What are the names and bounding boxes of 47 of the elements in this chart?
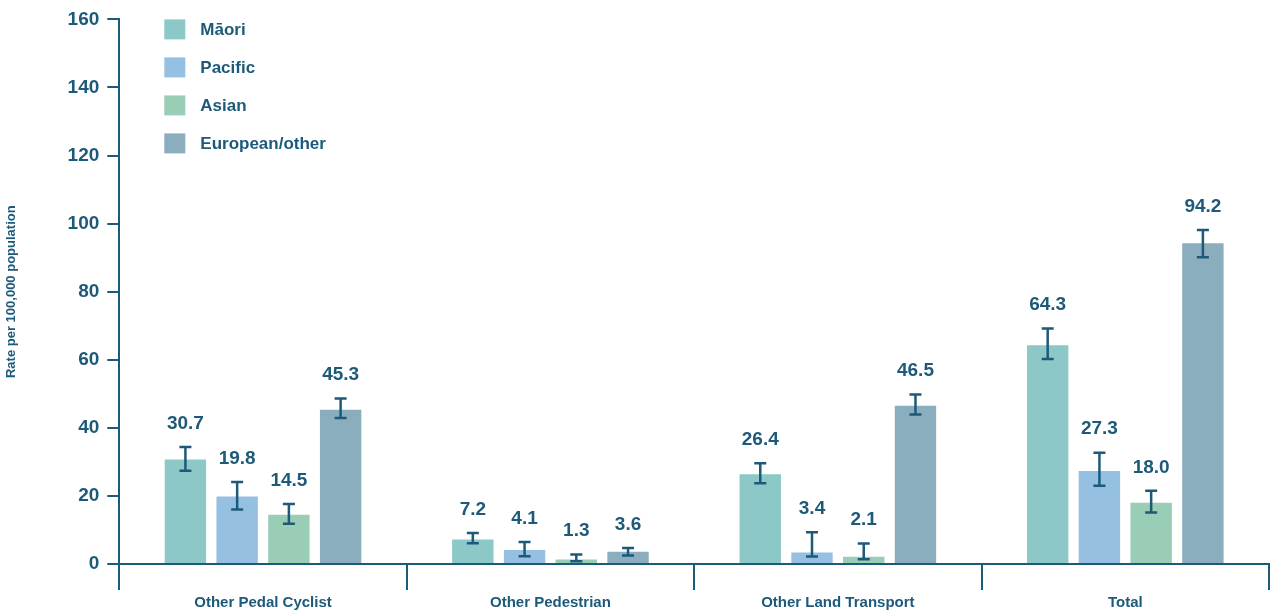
bar: [739, 474, 781, 563]
y-tick-label: 140: [67, 75, 100, 97]
y-tick-label: 20: [78, 484, 100, 506]
data-label: 3.6: [614, 512, 642, 534]
bar: [894, 405, 937, 563]
data-label: 45.3: [322, 363, 360, 385]
bar: [791, 552, 833, 563]
bar: [1130, 502, 1172, 563]
y-tick-label: 160: [67, 7, 100, 29]
y-axis-title: Rate per 100,000 population: [3, 205, 19, 379]
data-label: 3.4: [798, 497, 826, 519]
data-label: 2.1: [850, 508, 878, 530]
bar: [1182, 243, 1224, 563]
legend-label: Asian: [200, 96, 247, 116]
bar: [503, 550, 546, 563]
legend-label: Pacific: [200, 58, 256, 78]
data-label: 94.2: [1184, 194, 1222, 216]
data-label: 18.0: [1132, 455, 1170, 477]
x-tick-label: Other Pedal Cyclist: [194, 593, 332, 611]
bar: [1026, 345, 1069, 563]
x-tick-label: Other Land Transport: [761, 593, 915, 611]
data-label: 64.3: [1029, 293, 1067, 315]
bar: [319, 409, 362, 563]
y-tick-label: 0: [88, 552, 100, 574]
bar: [164, 459, 207, 563]
data-label: 26.4: [741, 427, 780, 449]
data-label: 19.8: [218, 446, 256, 468]
y-tick-label: 100: [67, 211, 100, 233]
x-tick-label: Other Pedestrian: [490, 593, 611, 611]
data-label: 30.7: [166, 411, 204, 433]
bar: [268, 514, 310, 563]
data-label: 27.3: [1080, 417, 1118, 439]
bar: [452, 539, 494, 563]
y-tick-label: 60: [78, 348, 100, 370]
x-tick-label: Total: [1107, 593, 1143, 611]
legend-label: European/other: [200, 134, 327, 154]
y-tick-label: 40: [78, 416, 100, 438]
data-label: 4.1: [511, 506, 539, 528]
data-label: 7.2: [459, 497, 487, 519]
bar: [216, 496, 258, 563]
y-tick-label: 120: [67, 143, 100, 165]
data-label: 46.5: [896, 359, 935, 381]
y-tick-label: 80: [78, 279, 100, 301]
legend-label: Māori: [200, 20, 246, 40]
data-label: 14.5: [270, 468, 308, 490]
data-label: 1.3: [563, 519, 590, 541]
bar: [1078, 471, 1121, 563]
